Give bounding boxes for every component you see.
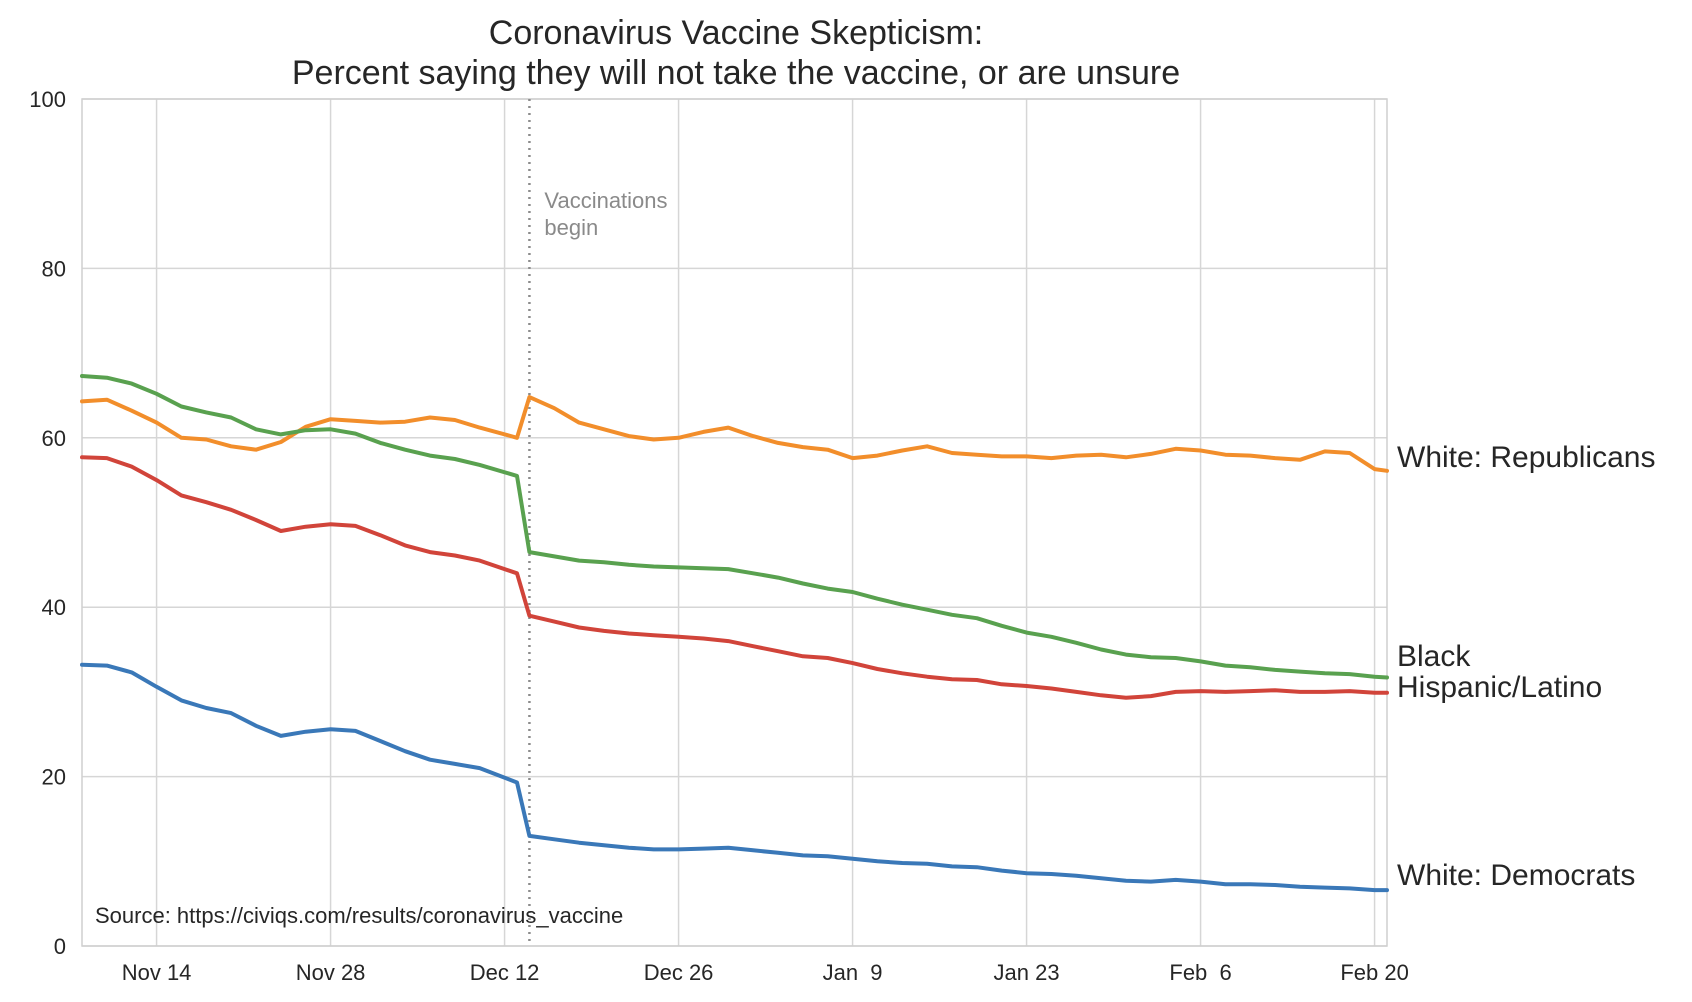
y-tick-label: 60 <box>42 426 66 451</box>
chart-subtitle: Percent saying they will not take the va… <box>292 54 1180 92</box>
tick-labels: 0 20 40 60 80 100 Nov 14 Nov 28 Dec 12 Dec 26 Jan … <box>29 87 1409 985</box>
series-line-hispanic-latino <box>80 455 1389 700</box>
series-label: White: Republicans <box>1397 441 1655 474</box>
x-tick-label: Feb 6 <box>1169 960 1231 985</box>
x-tick-label: Nov 14 <box>122 960 192 985</box>
x-tick-label: Feb 20 <box>1340 960 1409 985</box>
y-tick-label: 0 <box>54 934 66 959</box>
series-line-black <box>80 374 1389 680</box>
x-tick-label: Dec 26 <box>644 960 714 985</box>
y-tick-label: 100 <box>29 87 66 112</box>
vaccination-annotation-text: Vaccinations <box>544 188 667 213</box>
x-tick-label: Nov 28 <box>296 960 366 985</box>
y-tick-label: 80 <box>42 256 66 281</box>
source-note: Source: https://civiqs.com/results/coron… <box>95 903 623 928</box>
y-tick-label: 40 <box>42 595 66 620</box>
series-label: Black <box>1397 640 1471 673</box>
vaccination-annotation-text: begin <box>544 215 598 240</box>
plot-frame <box>81 98 1388 947</box>
y-tick-label: 20 <box>42 765 66 790</box>
x-tick-label: Jan 23 <box>994 960 1060 985</box>
x-tick-label: Dec 12 <box>470 960 540 985</box>
series-group <box>80 374 1389 893</box>
chart-title: Coronavirus Vaccine Skepticism: <box>489 14 983 52</box>
series-label: White: Democrats <box>1397 859 1635 892</box>
series-label: Hispanic/Latino <box>1397 671 1602 704</box>
series-line-white-democrats <box>80 662 1389 893</box>
x-tick-label: Jan 9 <box>823 960 883 985</box>
